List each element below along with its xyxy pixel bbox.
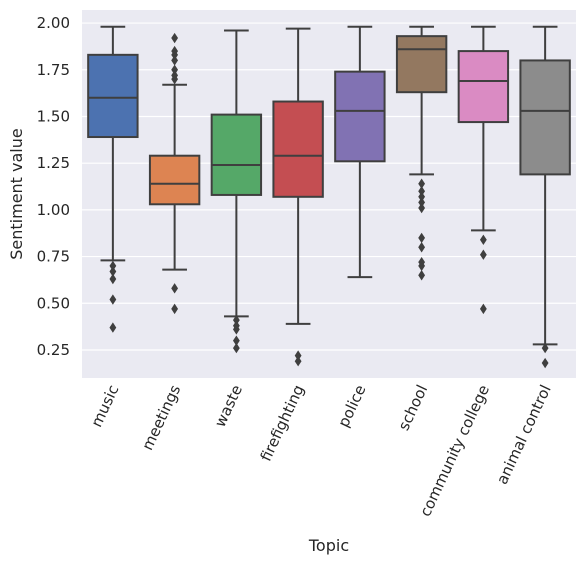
outlier-point (171, 70, 179, 81)
outlier-point (418, 178, 426, 189)
outlier-point (541, 342, 549, 354)
box-community-college (457, 25, 510, 315)
y-tick-label: 0.75 (37, 248, 70, 266)
y-tick-label: 0.50 (37, 294, 70, 312)
box-body (148, 154, 201, 206)
y-tick-label: 1.25 (37, 154, 70, 172)
box-police (334, 25, 386, 279)
outlier-point (109, 273, 117, 285)
outlier-point (232, 335, 240, 346)
outlier-point (418, 202, 426, 214)
outlier-point (232, 320, 240, 331)
outlier-point (418, 191, 426, 203)
x-tick-label: community college (416, 382, 493, 519)
box-meetings (148, 32, 201, 315)
outlier-point (418, 232, 426, 244)
outlier-point (541, 357, 549, 369)
outlier-point (109, 294, 117, 305)
x-tick-label: firefighting (257, 382, 308, 464)
box-firefighting (272, 27, 324, 367)
outlier-point (418, 256, 426, 268)
outlier-point (171, 283, 179, 294)
outlier-point (171, 303, 179, 315)
x-tick-label: animal control (493, 382, 555, 487)
y-tick-labels: 0.25 0.50 0.75 1.00 1.25 1.50 1.75 2.00 (37, 14, 70, 359)
boxes (87, 25, 571, 369)
box-body (334, 70, 386, 163)
outlier-point (232, 342, 240, 354)
outlier-point (109, 260, 117, 272)
x-tick-label: meetings (138, 382, 184, 453)
box-body (457, 50, 510, 124)
outlier-point (418, 197, 426, 208)
x-tick-label: police (334, 382, 369, 430)
outlier-point (479, 234, 487, 245)
y-tick-label: 0.25 (37, 341, 70, 359)
y-tick-label: 2.00 (37, 14, 70, 32)
outlier-point (171, 64, 179, 75)
outlier-point (171, 32, 179, 44)
box-body (87, 53, 139, 139)
outlier-point (294, 350, 302, 361)
outlier-point (232, 314, 240, 326)
outlier-point (171, 55, 179, 66)
y-tick-label: 1.75 (37, 61, 70, 79)
outlier-point (171, 45, 179, 57)
x-tick-label: waste (211, 382, 246, 430)
outlier-point (418, 242, 426, 253)
box-school (395, 25, 448, 281)
outlier-point (109, 322, 117, 333)
outlier-point (294, 355, 302, 367)
x-tick-label: music (87, 382, 122, 430)
box-music (87, 25, 139, 333)
outlier-point (418, 185, 426, 197)
box-animal-control (519, 25, 571, 369)
box-body (519, 59, 571, 176)
y-axis-title: Sentiment value (7, 128, 26, 260)
outlier-point (418, 270, 426, 281)
y-tick-label: 1.00 (37, 201, 70, 219)
x-tick-labels: music meetings waste firefighting police scho… (87, 382, 554, 519)
box-body (272, 100, 324, 198)
x-axis-title: Topic (308, 536, 349, 555)
outlier-point (109, 266, 117, 277)
box-body (395, 35, 448, 94)
box-waste (210, 29, 263, 354)
outlier-point (479, 249, 487, 260)
x-tick-label: school (395, 382, 432, 433)
box-body (210, 113, 263, 196)
outlier-point (479, 303, 487, 315)
y-tick-label: 1.50 (37, 107, 70, 125)
